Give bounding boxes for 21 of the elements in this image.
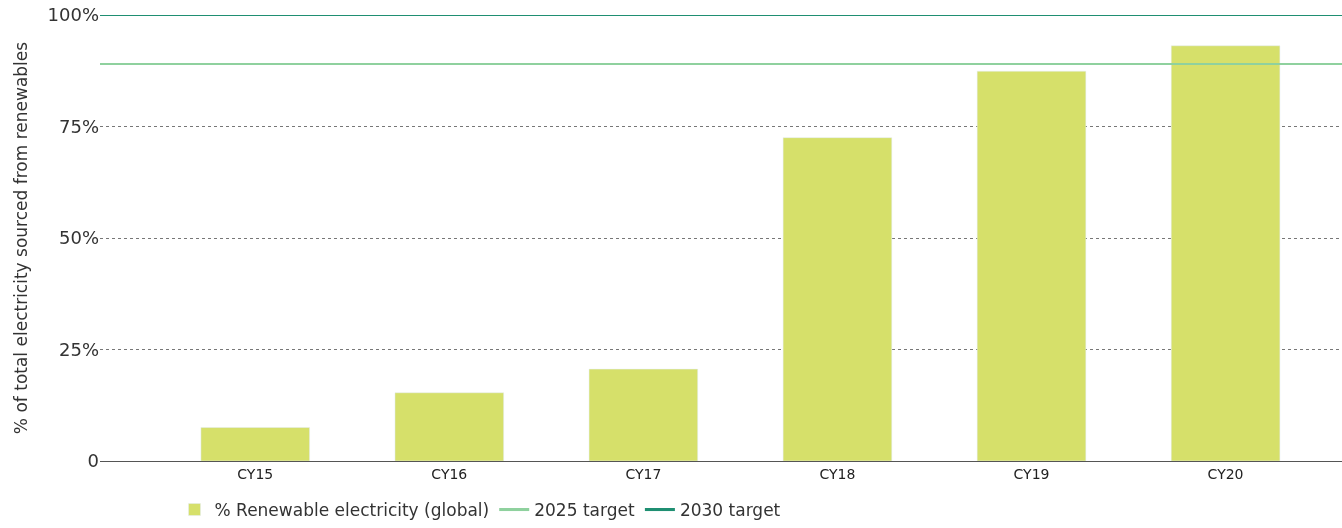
- bar: [200, 427, 310, 461]
- legend-label: 2025 target: [534, 500, 635, 521]
- x-tick-label: CY19: [1013, 465, 1050, 482]
- x-tick-label: CY20: [1207, 465, 1244, 482]
- y-tick-label: 0: [87, 450, 99, 472]
- x-tick-label: CY18: [819, 465, 856, 482]
- legend-label: % Renewable electricity (global): [214, 500, 490, 521]
- bar: [782, 137, 893, 461]
- x-tick-label: CY15: [237, 465, 274, 482]
- legend-label: 2030 target: [679, 500, 781, 521]
- y-tick-label: 100%: [47, 4, 99, 26]
- x-tick-label: CY16: [431, 465, 468, 482]
- y-tick-label: 50%: [58, 227, 99, 249]
- y-axis-title: % of total electricity sourced from renewables: [11, 41, 32, 435]
- bar: [588, 368, 698, 461]
- bar: [1170, 45, 1281, 461]
- x-tick-label: CY17: [625, 465, 662, 482]
- bar: [976, 70, 1087, 461]
- bar: [394, 392, 504, 461]
- y-tick-label: 25%: [58, 338, 99, 360]
- y-tick-label: 75%: [58, 115, 99, 137]
